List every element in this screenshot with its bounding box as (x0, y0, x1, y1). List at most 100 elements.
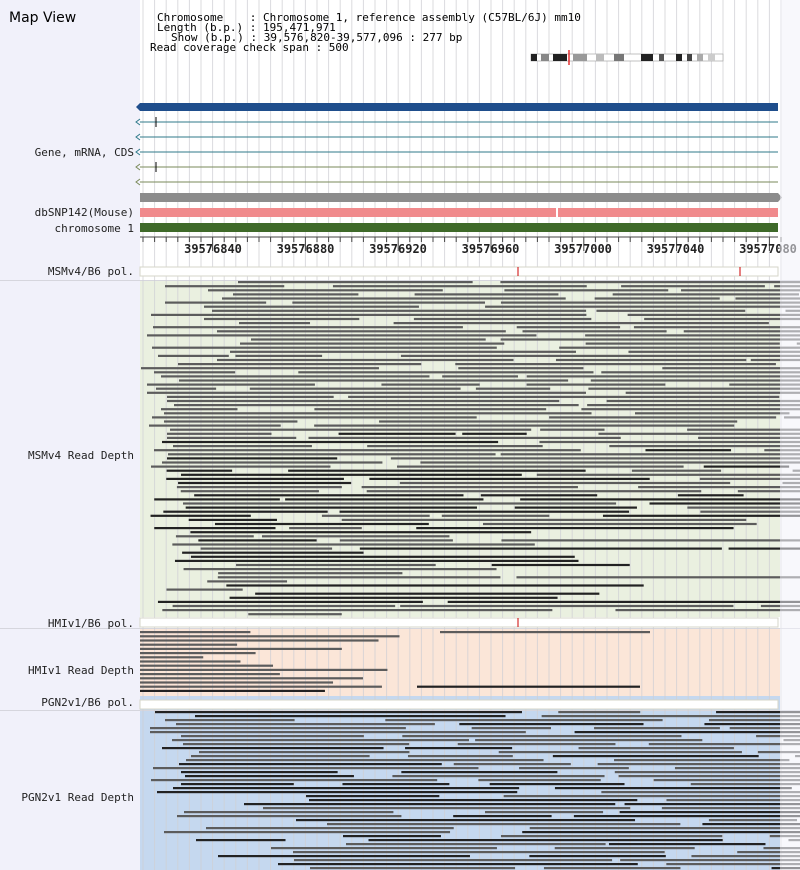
msmv4-depth-label: MSMv4 Read Depth (28, 449, 134, 462)
read-segment (625, 391, 800, 394)
read-segment (598, 432, 800, 435)
ideogram-band (697, 54, 703, 61)
read-segment (244, 803, 616, 806)
read-segment (661, 807, 800, 810)
read-segment (633, 326, 800, 329)
read-segment (500, 281, 800, 284)
right-margin-strip (780, 0, 800, 870)
read-segment (491, 563, 630, 567)
track-label-panel (0, 0, 140, 870)
axis-tick-label: 39577000 (554, 242, 612, 256)
read-segment (407, 755, 513, 758)
read-segment (184, 811, 394, 814)
ideogram-band (596, 54, 604, 61)
read-segment (342, 783, 450, 786)
read-segment (150, 731, 526, 734)
read-segment (687, 506, 800, 509)
read-segment (361, 486, 578, 489)
read-segment (708, 819, 798, 822)
read-segment (574, 731, 800, 734)
read-segment (151, 779, 438, 782)
read-segment (180, 473, 522, 476)
read-segment (666, 799, 800, 802)
read-segment (298, 371, 594, 374)
read-segment (140, 652, 256, 655)
read-segment (292, 301, 485, 304)
read-segment (366, 490, 702, 493)
dbsnp-track-label: dbSNP142(Mouse) (34, 206, 134, 219)
read-segment (236, 563, 436, 567)
read-segment (167, 436, 297, 439)
read-segment (627, 313, 800, 316)
read-segment (539, 440, 800, 444)
read-segment (271, 847, 497, 850)
read-segment (158, 354, 229, 357)
ideogram-band (614, 54, 624, 61)
read-segment (552, 755, 759, 758)
gene-bar (140, 103, 778, 111)
read-segment (162, 747, 384, 750)
axis-tick-label: 39576960 (462, 242, 520, 256)
read-segment (204, 305, 419, 308)
hmiv1-polymorphism-bar (139, 617, 779, 628)
read-segment (341, 518, 747, 521)
read-segment (176, 723, 435, 726)
mrna-arrow-icon (135, 148, 141, 156)
read-segment (405, 747, 513, 750)
read-segment (177, 815, 402, 818)
read-segment (285, 498, 484, 501)
read-segment (644, 317, 800, 321)
read-segment (674, 767, 800, 770)
read-segment (462, 432, 527, 435)
read-segment (140, 664, 274, 667)
read-segment (157, 791, 518, 794)
read-segment (339, 510, 630, 513)
read-segment (471, 727, 551, 730)
read-segment (164, 420, 298, 423)
ideogram-band (659, 54, 664, 61)
read-segment (549, 416, 777, 419)
read-segment (154, 527, 276, 530)
read-segment (217, 358, 514, 362)
read-segment (235, 354, 323, 357)
read-segment (442, 375, 519, 378)
read-segment (457, 743, 616, 746)
read-segment (178, 481, 352, 485)
read-segment (368, 839, 723, 842)
read-segment (157, 600, 423, 603)
read-segment (609, 445, 800, 448)
read-segment (167, 399, 560, 403)
ideogram-band (531, 54, 537, 61)
read-segment (500, 338, 800, 341)
read-segment (140, 685, 382, 688)
read-segment (414, 293, 559, 296)
read-segment (402, 735, 682, 738)
read-segment (698, 436, 800, 439)
read-segment (379, 420, 738, 423)
read-segment (601, 791, 800, 794)
read-segment (218, 572, 403, 575)
read-segment (180, 490, 319, 493)
read-segment (500, 301, 800, 304)
read-segment (154, 371, 236, 374)
read-segment (230, 350, 576, 353)
axis-tick-label: 39576880 (277, 242, 335, 256)
read-segment (516, 576, 800, 579)
read-segment (199, 751, 410, 754)
read-segment (222, 297, 566, 300)
read-segment (458, 367, 584, 370)
ideogram-band (541, 54, 549, 61)
read-segment (150, 727, 406, 730)
read-segment (172, 739, 469, 742)
read-segment (185, 506, 477, 509)
read-segment (308, 436, 621, 439)
read-segment (346, 843, 606, 846)
read-segment (348, 395, 780, 398)
read-segment (728, 547, 800, 550)
read-segment (526, 383, 666, 386)
read-segment (390, 457, 800, 460)
read-segment (181, 771, 338, 774)
read-segment (447, 600, 800, 603)
read-segment (140, 639, 379, 642)
